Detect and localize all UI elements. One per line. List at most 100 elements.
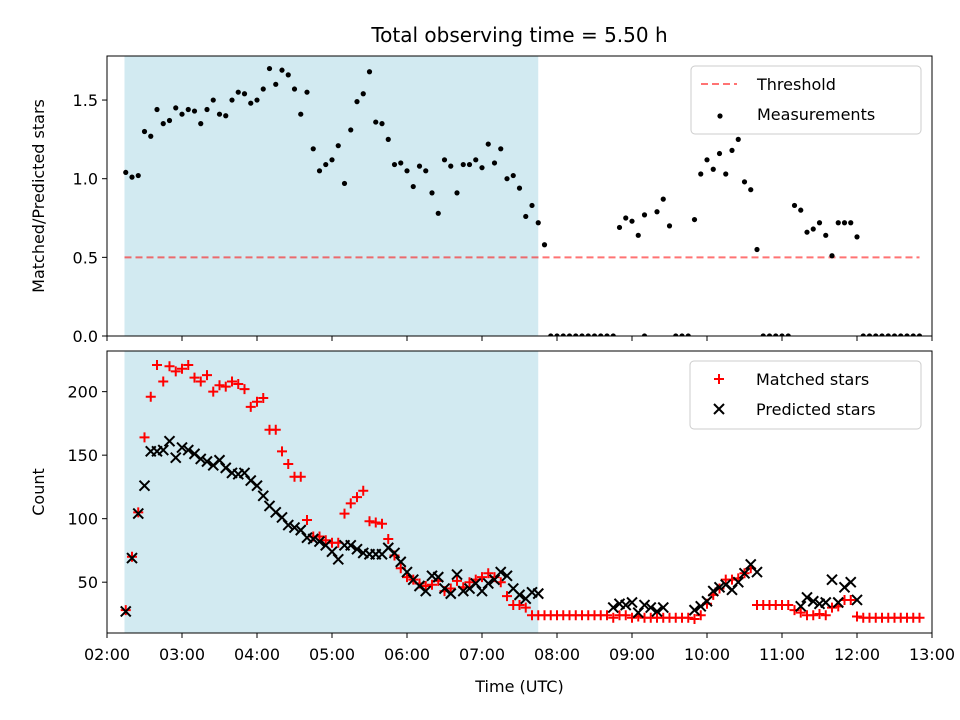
data-point (283, 459, 294, 470)
data-point (804, 229, 810, 235)
data-point (154, 106, 160, 113)
data-point (158, 376, 169, 387)
legend-dot-handle (717, 113, 723, 119)
data-point (566, 333, 573, 336)
data-point (760, 333, 766, 336)
data-point (820, 596, 832, 609)
data-point (502, 591, 512, 602)
data-point (514, 600, 525, 611)
x-axis-label: Time (UTC) (474, 677, 563, 696)
chart-title: Total observing time = 5.50 h (370, 23, 667, 47)
data-point (701, 595, 713, 607)
data-point (657, 601, 669, 614)
data-point (620, 599, 632, 611)
data-point (885, 333, 891, 336)
data-point (607, 601, 619, 614)
data-point (279, 67, 285, 73)
data-point (501, 570, 513, 582)
data-point (277, 446, 287, 457)
data-point (704, 157, 710, 163)
y-axis-label: Matched/Predicted stars (29, 99, 48, 293)
data-point (541, 242, 548, 248)
data-point (345, 539, 357, 552)
data-point (616, 224, 623, 231)
data-point (258, 393, 269, 403)
data-point (785, 333, 791, 336)
data-point (598, 333, 604, 336)
data-point (135, 172, 141, 179)
data-point (707, 585, 719, 597)
data-point (170, 451, 182, 464)
data-point (364, 516, 375, 527)
y-tick-label: 200 (67, 383, 98, 402)
data-point (404, 168, 410, 174)
legend: Threshold Measurements (690, 65, 922, 135)
data-point (798, 207, 804, 213)
data-point (879, 333, 885, 336)
data-point (795, 607, 806, 618)
data-point (660, 196, 666, 202)
data-point (132, 507, 144, 520)
data-point (313, 535, 326, 548)
data-point (513, 589, 526, 601)
data-point (635, 232, 641, 238)
data-point (673, 333, 679, 336)
data-point (245, 401, 256, 412)
data-point (148, 133, 154, 139)
y-tick-label: 1.5 (73, 91, 98, 110)
data-point (783, 600, 794, 611)
data-point (816, 220, 823, 226)
data-point (185, 106, 191, 113)
data-point (410, 183, 416, 190)
data-point (416, 163, 423, 169)
data-point (351, 543, 363, 555)
data-point (179, 111, 185, 117)
data-point (848, 220, 854, 226)
data-point (341, 180, 348, 187)
data-point (548, 333, 554, 336)
data-point (452, 575, 462, 586)
data-point (516, 185, 523, 191)
data-point (163, 435, 176, 447)
data-point (229, 97, 235, 103)
data-point (491, 160, 498, 166)
data-point (695, 610, 706, 621)
legend-plus-handle (714, 374, 724, 384)
data-point (195, 453, 207, 465)
y-tick-label: 1.0 (73, 170, 98, 189)
data-point (214, 380, 225, 391)
data-point (823, 232, 829, 238)
data-point (773, 333, 779, 336)
data-point (898, 333, 904, 336)
data-point (266, 65, 273, 72)
data-point (335, 143, 341, 149)
data-point (654, 209, 660, 215)
y-tick-label: 50 (78, 573, 98, 592)
data-point (288, 521, 301, 534)
data-point (270, 424, 281, 435)
data-point (366, 69, 373, 75)
data-point (307, 533, 319, 545)
data-point (123, 169, 129, 176)
data-point (602, 610, 612, 621)
data-point (252, 396, 262, 407)
data-point (391, 161, 398, 168)
data-point (473, 157, 479, 163)
data-point (145, 391, 156, 402)
data-point (445, 587, 457, 600)
data-point (641, 212, 648, 218)
data-point (202, 370, 212, 381)
data-point (285, 72, 291, 78)
data-point (152, 359, 162, 370)
data-point (164, 361, 175, 372)
data-point (173, 105, 179, 111)
data-point (845, 594, 856, 605)
y-tick-label: 150 (67, 446, 98, 465)
data-point (679, 333, 685, 336)
data-point (873, 333, 879, 336)
data-point (820, 610, 831, 621)
shaded-observing-region (124, 351, 539, 633)
data-point (223, 113, 229, 119)
data-point (204, 106, 210, 113)
